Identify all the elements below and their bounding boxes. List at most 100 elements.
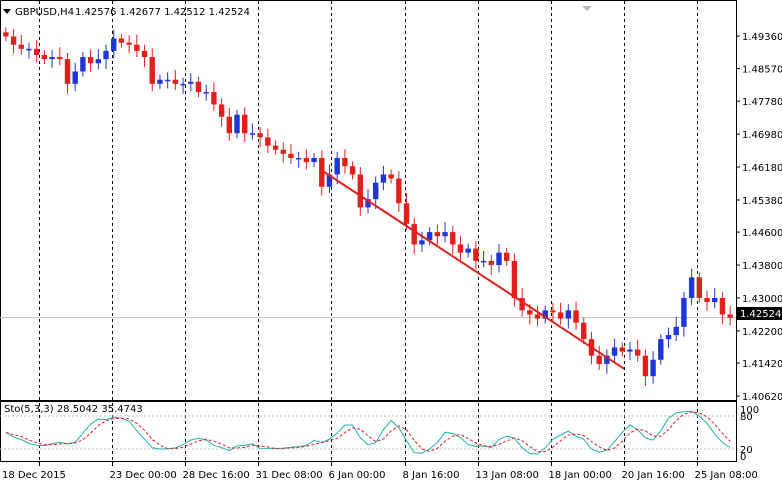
- candle-body: [727, 314, 733, 318]
- candle-body: [450, 232, 456, 245]
- stochastic-label: Sto(5,3,3) 28.5042 35.4743: [4, 404, 143, 415]
- candle-body: [265, 137, 271, 146]
- candle-body: [473, 248, 479, 261]
- candle-body: [49, 57, 55, 60]
- candle-body: [480, 260, 487, 263]
- candle-body: [719, 297, 726, 315]
- price-tick-label: 1.42200: [742, 327, 782, 338]
- price-axis: 1.49360 1.48570 1.47780 1.46980 1.46180 1.453…: [736, 32, 782, 403]
- price-tick-label: 1.49360: [742, 32, 782, 43]
- candle-body: [357, 174, 363, 208]
- candle-body: [465, 248, 471, 253]
- candle-body: [665, 335, 672, 340]
- price-tick-label: 1.41420: [742, 359, 782, 370]
- candle-body: [658, 339, 664, 360]
- candle-body: [503, 252, 510, 261]
- candle-body: [64, 59, 71, 84]
- candle-body: [141, 50, 148, 58]
- candle-body: [627, 349, 633, 352]
- candle-body: [242, 114, 248, 134]
- price-tick-label: 1.43800: [742, 261, 782, 272]
- stochastic-level-label: 20: [740, 445, 753, 456]
- time-label: 13 Jan 08:00: [476, 470, 539, 481]
- candle-body: [111, 38, 117, 51]
- candle-body: [72, 71, 78, 84]
- candle-body: [57, 57, 63, 60]
- candle-body: [380, 174, 387, 183]
- candle-body: [18, 44, 24, 49]
- candle-body: [527, 310, 533, 315]
- candlestick-series: [3, 27, 733, 387]
- candle-body: [373, 182, 379, 200]
- candle-body: [565, 310, 572, 319]
- trendline[interactable]: [319, 168, 625, 370]
- candle-body: [87, 57, 94, 64]
- time-label: 31 Dec 08:00: [256, 470, 323, 481]
- candle-body: [226, 116, 233, 134]
- current-price-tag: [737, 307, 782, 320]
- time-grid: [39, 1, 698, 461]
- candle-body: [103, 50, 109, 60]
- candle-body: [581, 322, 587, 340]
- candle-body: [203, 92, 209, 94]
- time-label: 25 Jan 08:00: [695, 470, 758, 481]
- time-label: 18 Dec 2015: [2, 470, 66, 481]
- stochastic-main-line: [5, 410, 731, 455]
- candle-body: [712, 297, 718, 303]
- price-tick-label: 1.43000: [742, 294, 782, 305]
- candle-body: [611, 347, 618, 356]
- candle-body: [80, 57, 86, 72]
- candle-body: [10, 36, 17, 45]
- candle-body: [149, 57, 155, 84]
- ohlc-values: 1.42576 1.42677 1.42512 1.42524: [75, 7, 250, 18]
- candle-body: [557, 312, 564, 319]
- candle-body: [33, 48, 40, 56]
- candle-body: [388, 174, 394, 179]
- candle-body: [403, 203, 410, 224]
- candle-body: [573, 310, 579, 323]
- candle-body: [164, 79, 171, 82]
- shift-marker-icon[interactable]: [582, 6, 592, 11]
- candle-body: [218, 104, 225, 117]
- time-label: 6 Jan 00:00: [329, 470, 386, 481]
- price-tick-label: 1.48570: [742, 65, 782, 76]
- candle-body: [619, 347, 625, 352]
- candle-body: [673, 326, 679, 336]
- price-tick-label: 1.47780: [742, 97, 782, 108]
- candle-body: [319, 157, 325, 187]
- candle-body: [349, 166, 356, 175]
- candle-body: [211, 92, 217, 105]
- candle-body: [681, 297, 687, 327]
- candle-body: [642, 355, 649, 377]
- candle-body: [257, 133, 263, 138]
- candle-body: [188, 81, 194, 84]
- symbol-dropdown-icon[interactable]: [3, 9, 11, 14]
- candle-body: [604, 355, 610, 364]
- candle-body: [280, 149, 286, 154]
- candle-body: [650, 359, 656, 377]
- candle-body: [118, 38, 125, 43]
- candle-body: [303, 157, 310, 163]
- stochastic-signal-line: [5, 411, 731, 453]
- candle-body: [311, 157, 317, 163]
- time-axis: 18 Dec 2015 23 Dec 00:00 28 Dec 16:00 31 De…: [2, 462, 758, 481]
- candle-body: [295, 157, 302, 160]
- candle-body: [172, 79, 179, 84]
- time-label: 28 Dec 16:00: [183, 470, 250, 481]
- candle-body: [180, 83, 186, 86]
- candle-body: [496, 252, 502, 266]
- candle-body: [411, 223, 417, 245]
- price-tick-label: 1.46180: [742, 163, 782, 174]
- candle-body: [396, 178, 402, 204]
- candle-body: [596, 355, 602, 364]
- price-tick-label: 1.40620: [742, 392, 782, 403]
- candle-body: [334, 157, 340, 175]
- price-tick-label: 1.45380: [742, 196, 782, 207]
- candle-body: [704, 297, 710, 303]
- candle-body: [342, 157, 348, 167]
- candle-body: [272, 145, 279, 150]
- time-label: 23 Dec 00:00: [110, 470, 177, 481]
- candle-body: [688, 277, 695, 298]
- time-label: 8 Jan 16:00: [403, 470, 460, 481]
- candle-body: [534, 314, 541, 319]
